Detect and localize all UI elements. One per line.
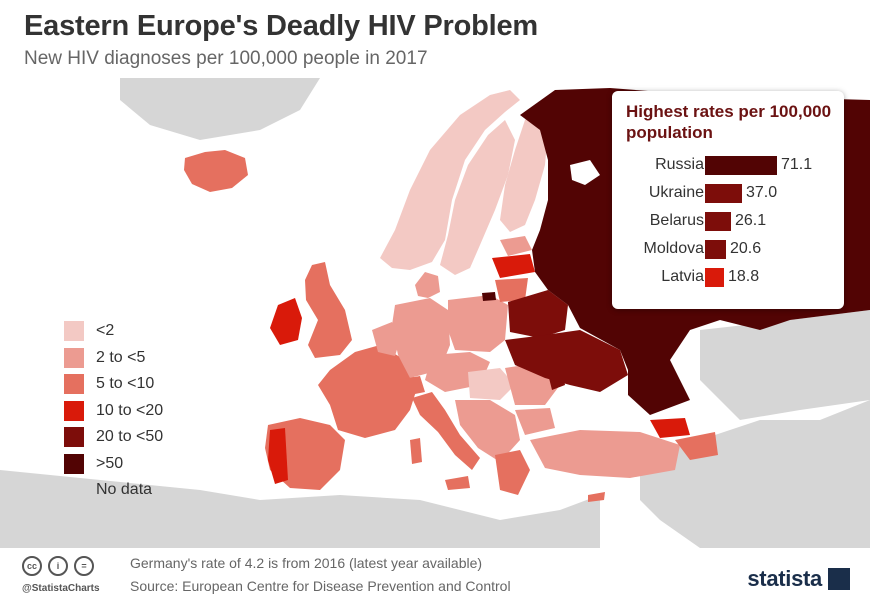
ranking-row: Ukraine 37.0 [612, 181, 844, 207]
france-region [318, 345, 418, 438]
license-icons: cc i = [22, 556, 94, 576]
iceland-region [184, 150, 248, 192]
black-sea [560, 392, 640, 428]
footnote: Germany's rate of 4.2 is from 2016 (late… [130, 555, 483, 571]
finland-region [500, 105, 548, 232]
legend-item: 20 to <50 [64, 424, 163, 451]
map-legend: <2 2 to <5 5 to <10 10 to <20 20 to <50 >50 No… [64, 318, 163, 504]
page-title: Eastern Europe's Deadly HIV Problem [24, 10, 539, 42]
ranking-value-label: 71.1 [781, 156, 813, 173]
legend-item: <2 [64, 318, 163, 345]
legend-item: No data [64, 477, 163, 504]
middle-east-landmass [640, 400, 870, 548]
ranking-value-label: 18.8 [728, 268, 760, 285]
ranking-bar [705, 240, 726, 259]
legend-label: 2 to <5 [96, 348, 146, 366]
norway-region [380, 90, 520, 270]
statista-logo-icon [828, 568, 850, 590]
legend-swatch [64, 347, 84, 368]
georgia-region [650, 418, 690, 438]
ranking-row: Latvia 18.8 [612, 265, 844, 291]
ranking-panel: Highest rates per 100,000 population Rus… [612, 91, 844, 309]
ranking-country-label: Belarus [649, 212, 704, 229]
ranking-row: Russia 71.1 [612, 153, 844, 179]
legend-swatch [64, 453, 84, 474]
north-africa-landmass [0, 470, 600, 548]
belarus-region [508, 290, 568, 338]
statista-logo: statista [747, 566, 850, 592]
ranking-bar [705, 184, 742, 203]
legend-swatch [64, 321, 84, 342]
source-note: Source: European Centre for Disease Prev… [130, 578, 511, 594]
legend-label: 20 to <50 [96, 428, 164, 446]
switzerland-region [398, 376, 425, 396]
legend-swatch [64, 374, 84, 395]
brand-name: statista [747, 566, 822, 591]
legend-swatch [64, 480, 84, 501]
ranking-row: Belarus 26.1 [612, 209, 844, 235]
central-asia-landmass [700, 310, 870, 420]
legend-swatch [64, 400, 84, 421]
cyprus-region [588, 492, 605, 502]
lithuania-region [495, 278, 528, 302]
sweden-region [440, 120, 515, 275]
legend-item: 5 to <10 [64, 371, 163, 398]
benelux-region [372, 322, 400, 356]
legend-label: No data [96, 481, 153, 499]
ranking-country-label: Latvia [661, 268, 704, 285]
ranking-value-label: 20.6 [730, 240, 762, 257]
sicily-region [445, 476, 470, 490]
legend-label: 5 to <10 [96, 375, 155, 393]
ranking-country-label: Russia [655, 156, 704, 173]
portugal-region [268, 428, 288, 484]
ireland-region [270, 298, 302, 345]
statista-handle: @StatistaCharts [22, 583, 100, 594]
legend-label: 10 to <20 [96, 401, 164, 419]
greece-region [495, 450, 530, 495]
ranking-value-label: 37.0 [746, 184, 778, 201]
ranking-title: Highest rates per 100,000 population [626, 102, 832, 142]
attribution-icon: i [48, 556, 68, 576]
italy-region [412, 392, 480, 470]
denmark-region [415, 272, 440, 298]
ranking-value-label: 26.1 [735, 212, 767, 229]
greenland-landmass [120, 78, 320, 140]
white-sea [570, 160, 600, 185]
latvia-region [492, 254, 535, 278]
ranking-bar [705, 212, 731, 231]
kaliningrad-region [482, 292, 496, 301]
estonia-region [500, 236, 532, 256]
legend-swatch [64, 427, 84, 448]
no-derivatives-icon: = [74, 556, 94, 576]
ranking-country-label: Moldova [643, 240, 704, 257]
poland-region [448, 295, 508, 352]
ranking-country-label: Ukraine [648, 184, 704, 201]
armenia-azerbaijan-region [675, 432, 718, 460]
ranking-row: Moldova 20.6 [612, 237, 844, 263]
page-subtitle: New HIV diagnoses per 100,000 people in … [24, 48, 428, 69]
legend-label: >50 [96, 454, 124, 472]
ukraine-region [505, 330, 628, 392]
legend-item: 2 to <5 [64, 345, 163, 372]
legend-item: >50 [64, 451, 163, 478]
hungary-region [468, 368, 515, 400]
ranking-bar [705, 156, 777, 175]
creative-commons-icon: cc [22, 556, 42, 576]
bulgaria-region [515, 408, 555, 435]
uk-region [305, 262, 352, 358]
sardinia-region [410, 438, 422, 464]
ranking-bar [705, 268, 724, 287]
legend-item: 10 to <20 [64, 398, 163, 425]
turkey-region [530, 430, 680, 478]
legend-label: <2 [96, 322, 115, 340]
balkans-region [455, 400, 520, 462]
